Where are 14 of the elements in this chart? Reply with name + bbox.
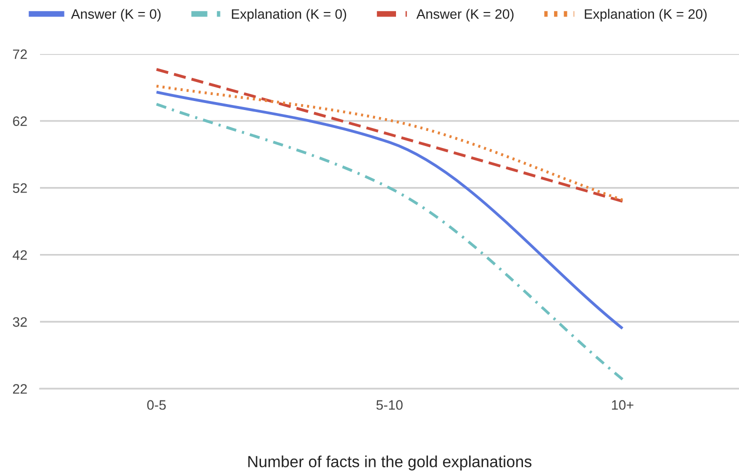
legend-label: Answer (K = 0) (71, 8, 161, 22)
y-tick-label: 72 (13, 49, 27, 59)
y-tick-label: 32 (12, 317, 27, 327)
y-tick-label: 52 (12, 183, 27, 193)
y-tick-label: 22 (13, 384, 27, 394)
y-tick-label: 62 (13, 116, 27, 126)
legend-label: Answer (K = 20) (416, 8, 514, 22)
legend-label: Explanation (K = 0) (232, 8, 346, 22)
x-tick-label: 0-5 (147, 400, 166, 410)
legend-label: Explanation (K = 20) (584, 8, 707, 22)
x-tick-label: 10+ (612, 400, 634, 410)
x-axis-title: Number of facts in the gold explanations (248, 456, 532, 470)
y-tick-label: 42 (12, 250, 27, 260)
x-tick-label: 5-10 (376, 400, 403, 410)
